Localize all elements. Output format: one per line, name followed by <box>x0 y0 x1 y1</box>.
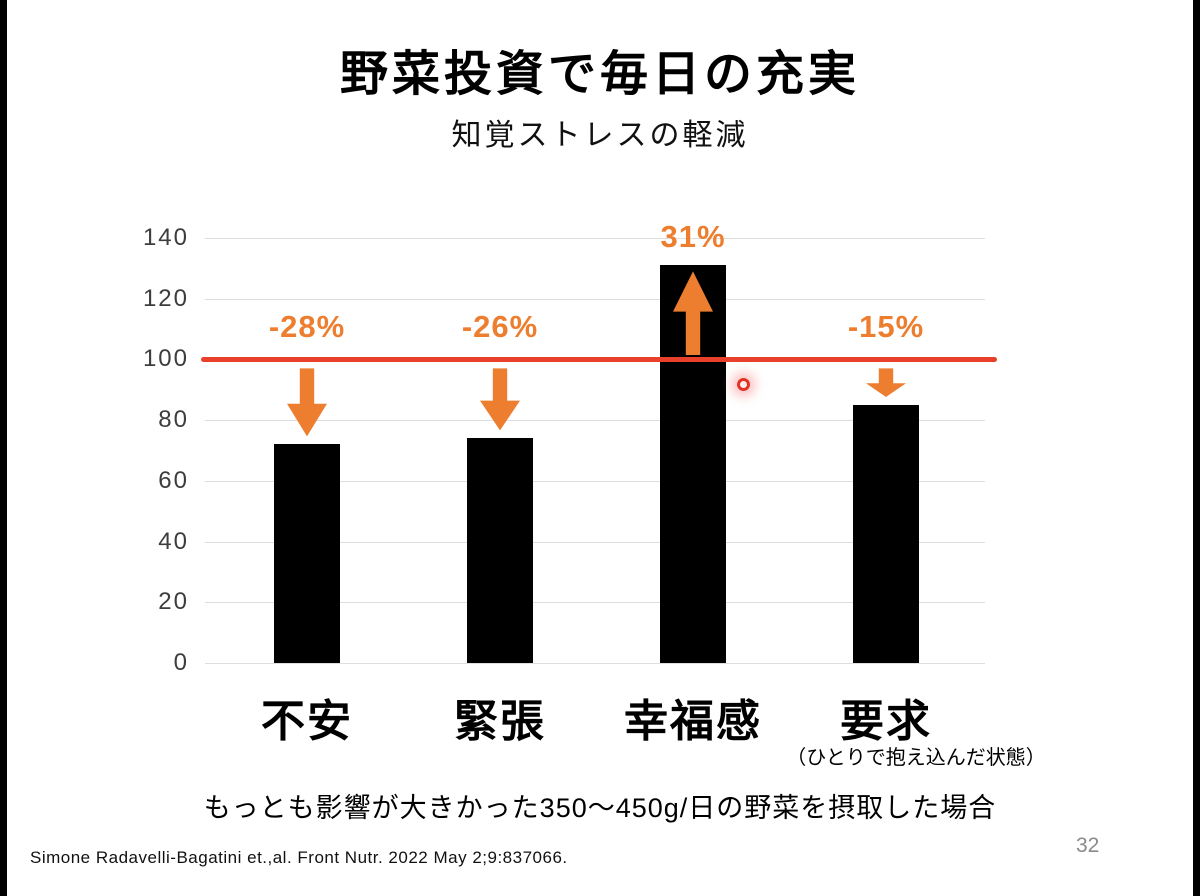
gridline <box>205 541 985 543</box>
percent-change-label: -28% <box>268 309 346 345</box>
y-axis-tick-label: 40 <box>158 527 189 555</box>
percent-change-label: 31% <box>660 219 726 255</box>
percent-change-label: -26% <box>461 309 539 345</box>
y-axis-tick-label: 20 <box>158 588 189 616</box>
x-axis-category-label: 不安 <box>261 697 353 746</box>
y-axis-tick-label: 60 <box>158 466 189 494</box>
gridline <box>205 480 985 482</box>
y-axis-tick-label: 80 <box>158 406 189 434</box>
gridline <box>205 238 985 239</box>
gridline <box>205 663 985 664</box>
slide-subtitle: 知覚ストレスの軽減 <box>451 119 749 152</box>
bar-chart-plot-area: 0 20 40 60 80 100 120 140 -28% 不安 -26% 緊張 31% 幸福感 -15%… <box>143 219 1046 769</box>
slide-title: 野菜投資で毎日の充実 <box>339 48 860 101</box>
gridline <box>205 602 985 604</box>
y-axis-tick-label: 120 <box>142 284 189 312</box>
bar-緊張 <box>467 438 533 663</box>
citation-text: Simone Radavelli-Bagatini et.,al. Front … <box>30 848 568 867</box>
down-arrow-icon <box>866 368 906 397</box>
y-axis-tick-label: 100 <box>142 345 189 373</box>
gridline <box>205 420 985 422</box>
video-letterbox-left <box>0 0 7 896</box>
y-axis-tick-label: 0 <box>173 649 189 676</box>
laser-pointer-dot <box>737 378 750 391</box>
bar-要求 <box>853 404 919 663</box>
gridline <box>205 298 985 300</box>
percent-change-label: -15% <box>847 309 925 345</box>
baseline-100-line <box>201 357 997 363</box>
x-axis-category-label: 緊張 <box>454 697 546 746</box>
y-axis-tick-label: 140 <box>142 224 189 251</box>
page-number: 32 <box>1076 834 1100 857</box>
video-letterbox-right <box>1193 0 1200 896</box>
bar-不安 <box>274 444 340 663</box>
down-arrow-icon <box>287 368 327 437</box>
x-axis-category-label: 幸福感 <box>624 697 762 746</box>
x-axis-category-label: 要求 <box>840 697 932 746</box>
slide-note: もっとも影響が大きかった350〜450g/日の野菜を摂取した場合 <box>203 793 997 823</box>
category-sublabel: （ひとりで抱え込んだ状態） <box>786 747 1046 769</box>
